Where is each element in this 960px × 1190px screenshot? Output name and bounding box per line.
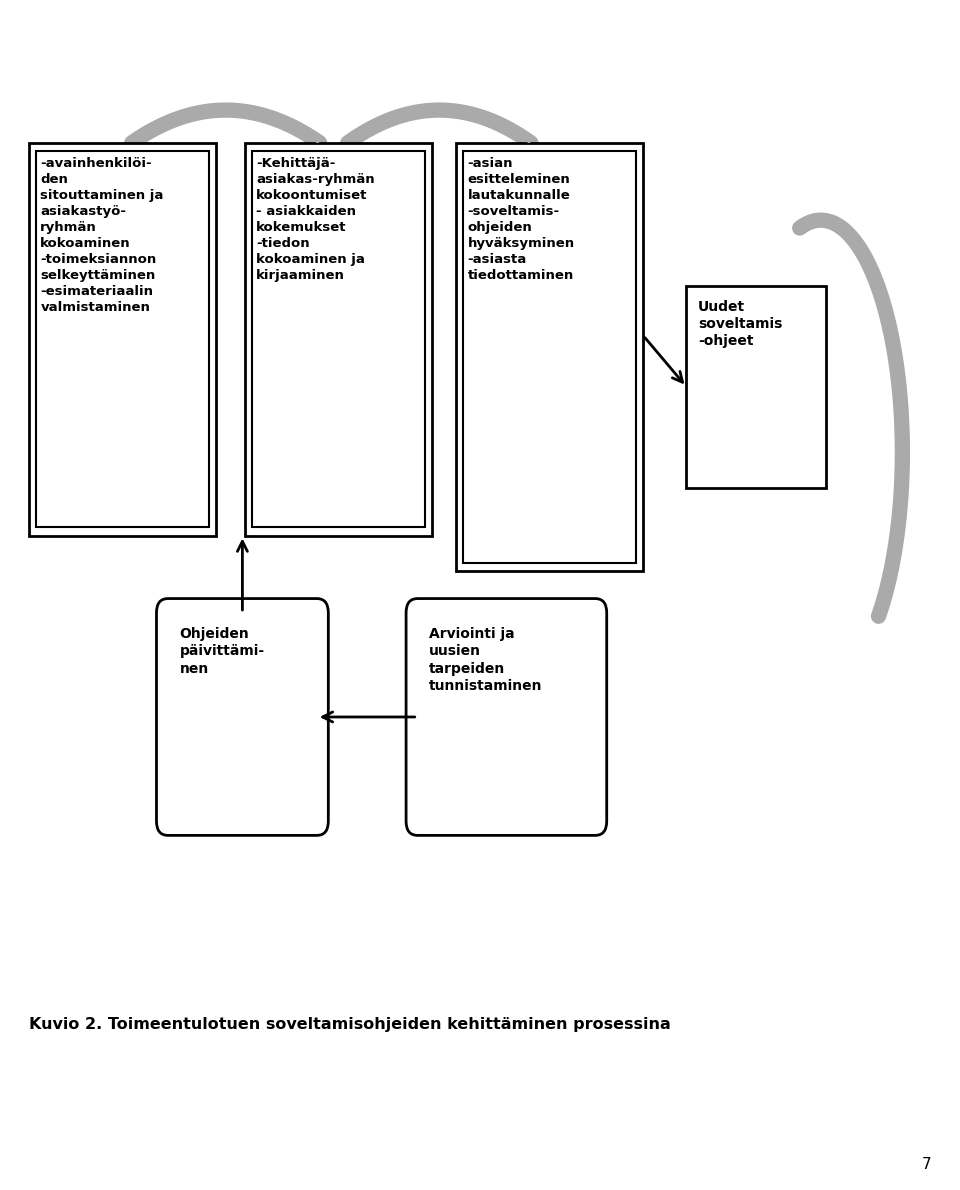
FancyBboxPatch shape bbox=[686, 286, 826, 488]
Text: Ohjeiden
päivittämi-
nen: Ohjeiden päivittämi- nen bbox=[180, 627, 265, 676]
Text: Kuvio 2. Toimeentulotuen soveltamisohjeiden kehittäminen prosessina: Kuvio 2. Toimeentulotuen soveltamisohjei… bbox=[29, 1017, 670, 1033]
FancyBboxPatch shape bbox=[36, 151, 209, 527]
Text: -asian
esitteleminen
lautakunnalle
-soveltamis-
ohjeiden
hyväksyminen
-asiasta
t: -asian esitteleminen lautakunnalle -sove… bbox=[468, 157, 575, 282]
Text: -avainhenkilöi-
den
sitouttaminen ja
asiakastyö-
ryhmän
kokoaminen
-toimeksianno: -avainhenkilöi- den sitouttaminen ja asi… bbox=[40, 157, 164, 314]
FancyBboxPatch shape bbox=[29, 143, 216, 536]
FancyBboxPatch shape bbox=[245, 143, 432, 536]
Text: 7: 7 bbox=[922, 1157, 931, 1172]
Text: -Kehittäjä-
asiakas-ryhmän
kokoontumiset
- asiakkaiden
kokemukset
-tiedon
kokoam: -Kehittäjä- asiakas-ryhmän kokoontumiset… bbox=[256, 157, 375, 282]
Text: Uudet
soveltamis
-ohjeet: Uudet soveltamis -ohjeet bbox=[698, 300, 782, 349]
FancyBboxPatch shape bbox=[456, 143, 643, 571]
FancyBboxPatch shape bbox=[406, 599, 607, 835]
FancyBboxPatch shape bbox=[156, 599, 328, 835]
FancyBboxPatch shape bbox=[463, 151, 636, 563]
FancyBboxPatch shape bbox=[252, 151, 425, 527]
Text: Arviointi ja
uusien
tarpeiden
tunnistaminen: Arviointi ja uusien tarpeiden tunnistami… bbox=[429, 627, 542, 693]
